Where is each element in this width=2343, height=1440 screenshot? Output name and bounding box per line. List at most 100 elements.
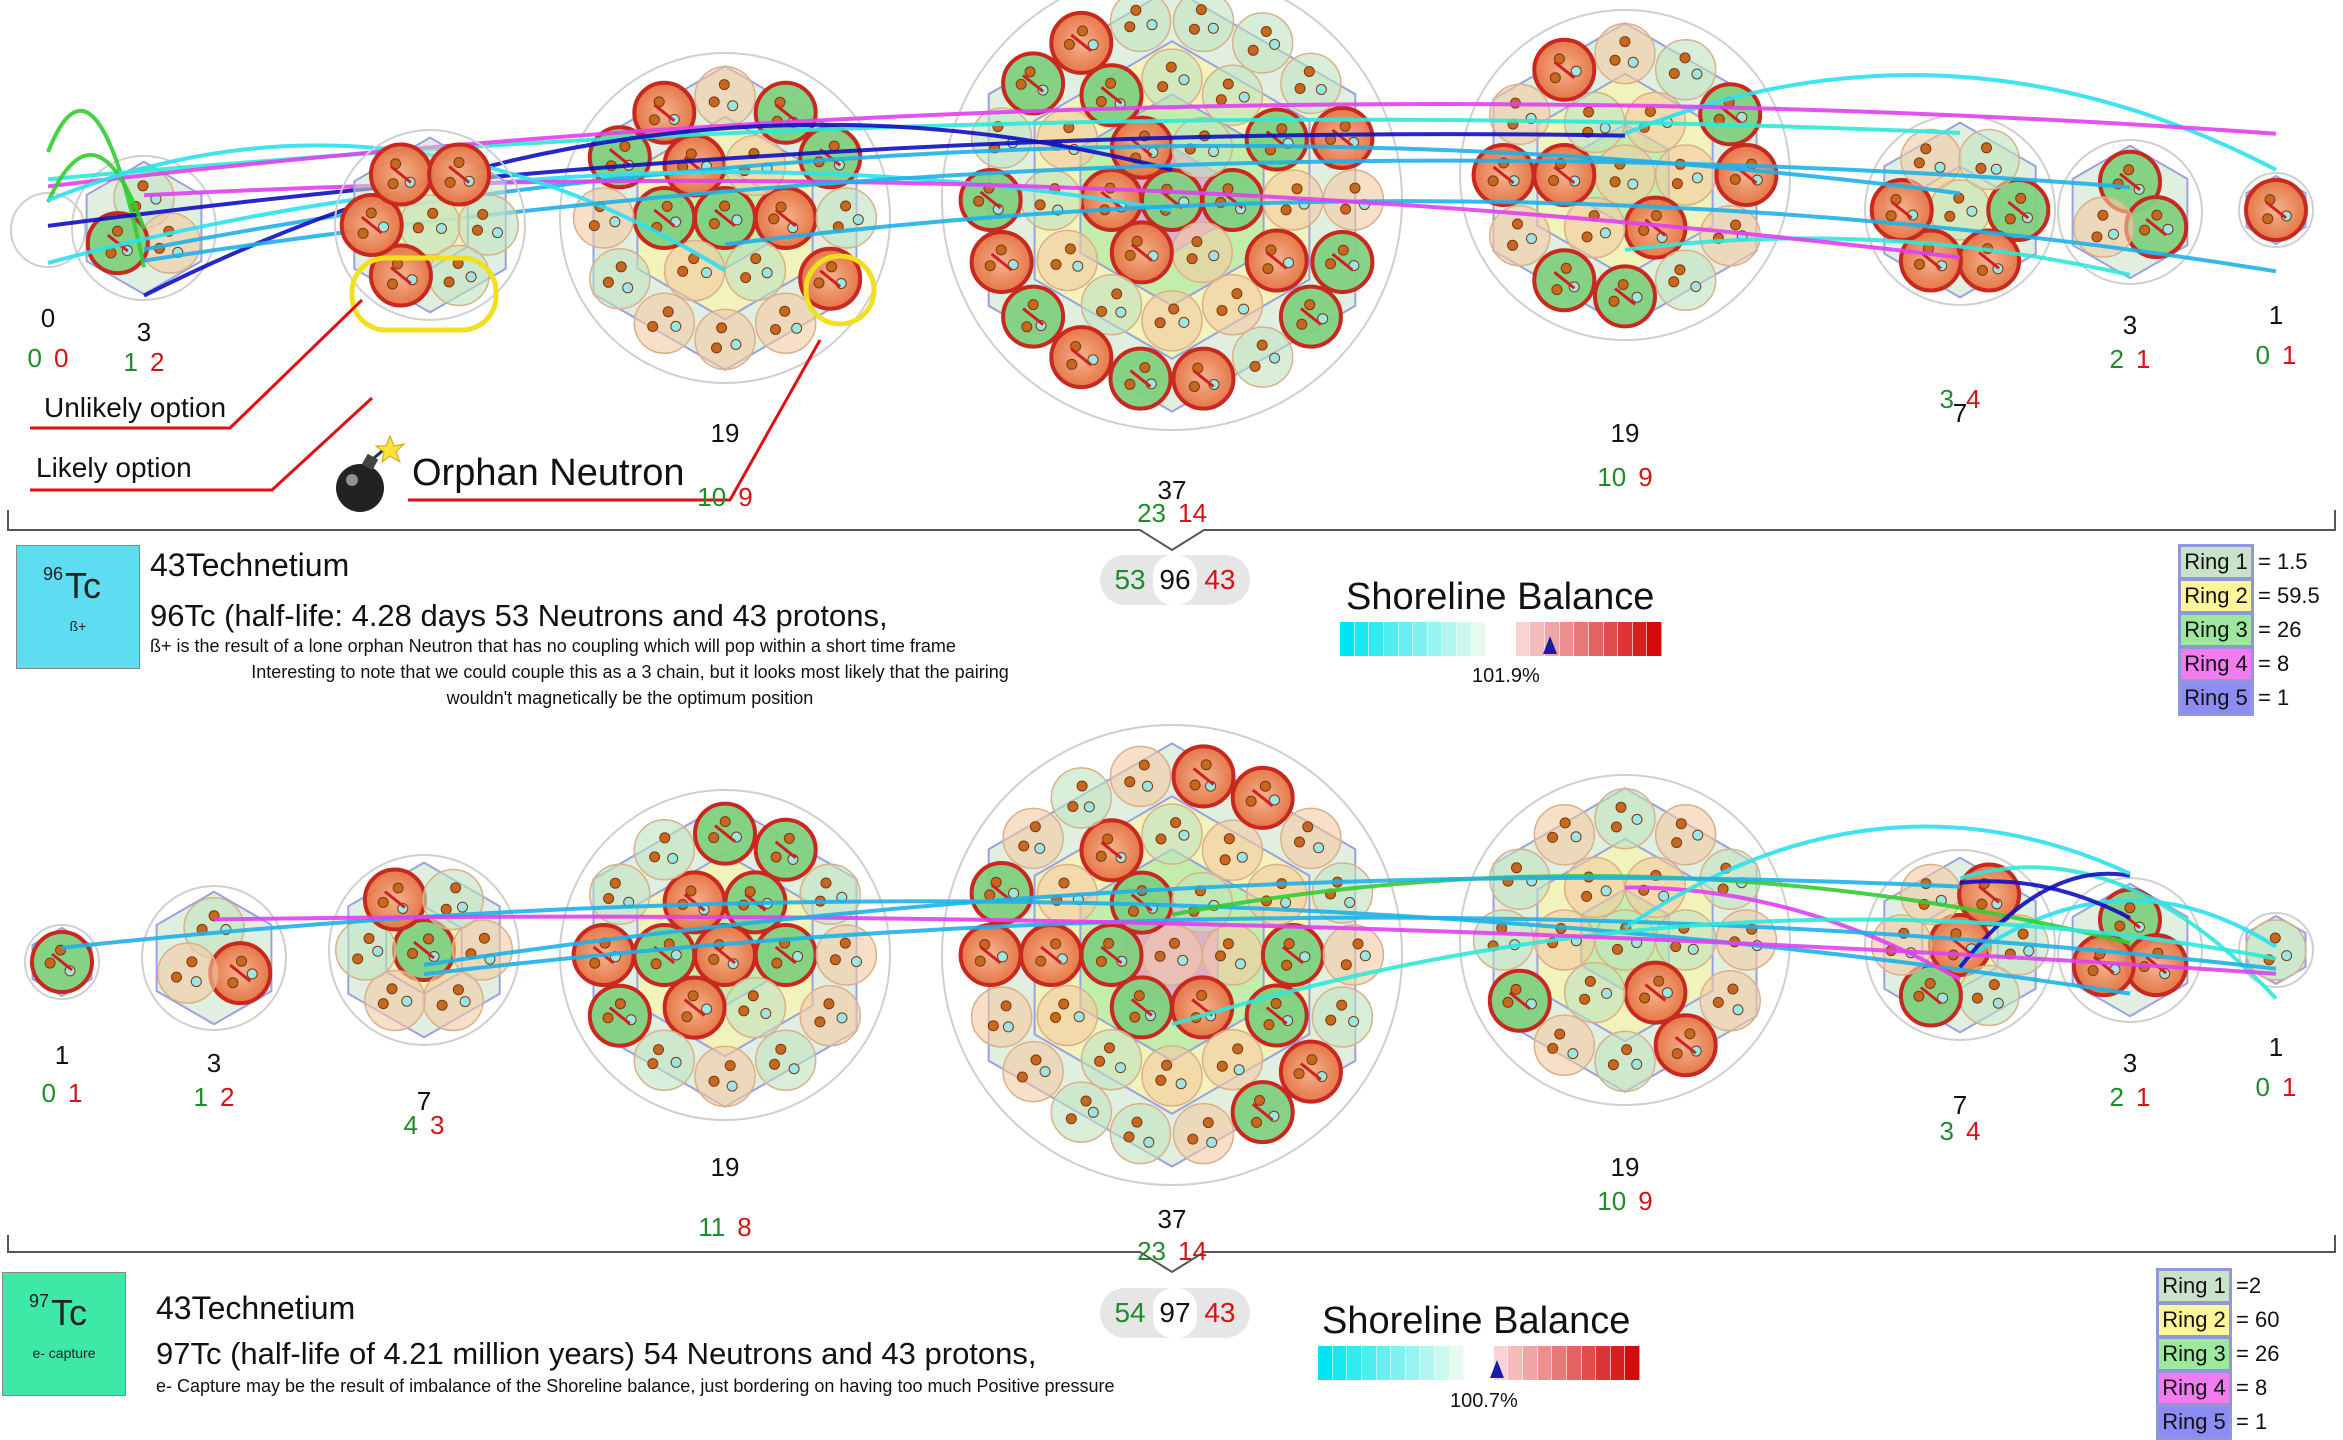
ring-legend-row: Ring 2 = 59.5: [2178, 578, 2320, 614]
shell-neutron-proton: 23 14: [1102, 1236, 1242, 1267]
shell-cluster-4: [941, 724, 1403, 1186]
shoreline-cell: [1449, 1346, 1465, 1380]
shell-cluster-8: [2238, 912, 2314, 988]
top-bracket: [7, 510, 2336, 552]
shell-count: 19: [710, 1152, 740, 1182]
shoreline-cell: [1588, 622, 1604, 656]
shell-count: 37: [1157, 475, 1187, 505]
shoreline-cell: [1332, 1346, 1348, 1380]
shoreline-title: Shoreline Balance: [1322, 1300, 1631, 1342]
ring-label: Ring 4: [2178, 646, 2254, 682]
shell-protons: 1: [2282, 340, 2297, 370]
shell-cluster-1: [141, 885, 287, 1031]
shell-cluster-0: [24, 924, 100, 1000]
shell-protons: 3: [430, 1110, 445, 1140]
shell-protons: 14: [1178, 498, 1207, 528]
ring-label: Ring 1: [2178, 544, 2254, 580]
shoreline-cell: [1435, 1346, 1450, 1380]
neutron-total: 54: [1114, 1297, 1146, 1328]
shoreline-cell: [1566, 1346, 1582, 1380]
shoreline-cell: [1574, 622, 1589, 656]
ring-value: = 26: [2236, 1341, 2280, 1366]
ring-legend-row: Ring 5 = 1: [2178, 680, 2290, 716]
shell-neutrons: 10: [1597, 1186, 1627, 1216]
ring-label: Ring 3: [2178, 612, 2254, 648]
shell-protons: 1: [2136, 1082, 2151, 1112]
shell-protons: 1: [68, 1078, 83, 1108]
shell-count: 7: [1952, 1090, 1968, 1120]
shell-cluster-4: [1459, 9, 1791, 341]
bottom-diagram: [24, 724, 2314, 1186]
shell-count: 3: [2122, 1048, 2138, 1078]
mass-total: 97: [1153, 1288, 1197, 1338]
element-name: 43Technetium: [156, 1290, 356, 1326]
ring-legend-row: Ring 1 =2: [2156, 1268, 2262, 1304]
shell-cluster-6: [2057, 139, 2203, 285]
ring-legend-row: Ring 3 = 26: [2178, 612, 2301, 648]
shell-count: 3: [136, 317, 152, 347]
ring-legend-row: Ring 1 = 1.5: [2178, 544, 2308, 580]
proton-total: 43: [1204, 1297, 1236, 1328]
ring-value: = 1: [2258, 685, 2290, 710]
shell-neutrons: 2: [2109, 1082, 2124, 1112]
shell-neutrons: 3: [1939, 384, 1954, 414]
shell-protons: 1: [2136, 344, 2151, 374]
ring-value: = 8: [2258, 651, 2290, 676]
shell-count: 0: [40, 303, 56, 333]
shoreline-cell: [1413, 622, 1428, 656]
link-curve: [1958, 871, 2131, 969]
shell-neutrons: 0: [27, 343, 42, 373]
shoreline-cell: [1376, 1346, 1392, 1380]
shell-count: 19: [1610, 418, 1640, 448]
likely-option-label: Likely option: [36, 452, 192, 483]
link-curve: [46, 108, 146, 268]
shoreline-cell: [1391, 1346, 1406, 1380]
ring-value: = 60: [2236, 1307, 2280, 1332]
shell-neutrons: 10: [697, 482, 727, 512]
shoreline-scale: [1340, 622, 1663, 656]
shoreline-cell: [1361, 1346, 1377, 1380]
ring-label: Ring 5: [2156, 1404, 2232, 1440]
shoreline-cell: [1618, 622, 1633, 656]
shell-neutrons: 1: [123, 347, 138, 377]
shell-count: 19: [710, 418, 740, 448]
element-name: 43Technetium: [150, 547, 350, 583]
shoreline-cell: [1486, 622, 1502, 656]
shell-protons: 0: [54, 343, 69, 373]
shoreline-percent: 101.9%: [1472, 665, 1540, 687]
shoreline-cell: [1420, 1346, 1436, 1380]
isotope-description: 96Tc (half-life: 4.28 days 53 Neutrons a…: [150, 598, 888, 633]
link-curve: [423, 875, 1961, 967]
link-curve: [61, 899, 2131, 996]
ring-value: = 1.5: [2258, 549, 2308, 574]
link-curve: [724, 199, 2277, 274]
shell-cluster-7: [2238, 172, 2314, 248]
shoreline-cell: [1457, 622, 1472, 656]
ring-legend-row: Ring 2 = 60: [2156, 1302, 2280, 1338]
ring-label: Ring 4: [2156, 1370, 2232, 1406]
tile-decay-mode: e- capture: [32, 1345, 96, 1361]
shell-count: 1: [2268, 300, 2284, 330]
proton-total: 43: [1204, 564, 1236, 595]
bomb-icon: [336, 434, 406, 512]
shell-neutron-proton: 10 9: [655, 482, 795, 513]
ring-value: =2: [2236, 1273, 2262, 1298]
link-curve: [1624, 236, 2131, 277]
shoreline-cell: [1647, 622, 1663, 656]
shoreline-cell: [1596, 1346, 1611, 1380]
shell-protons: 4: [1966, 384, 1981, 414]
shell-neutrons: 3: [1939, 1116, 1954, 1146]
ring-label: Ring 2: [2178, 578, 2254, 614]
shell-neutrons: 1: [193, 1082, 208, 1112]
link-curve: [47, 132, 1626, 228]
shell-protons: 2: [220, 1082, 235, 1112]
ring-legend-row: Ring 5 = 1: [2156, 1404, 2267, 1440]
ring-legend-row: Ring 4 = 8: [2156, 1370, 2267, 1406]
link-curve: [1959, 879, 2131, 920]
shoreline-cell: [1610, 1346, 1626, 1380]
shoreline-cell: [1427, 622, 1443, 656]
shoreline-cell: [1603, 622, 1619, 656]
